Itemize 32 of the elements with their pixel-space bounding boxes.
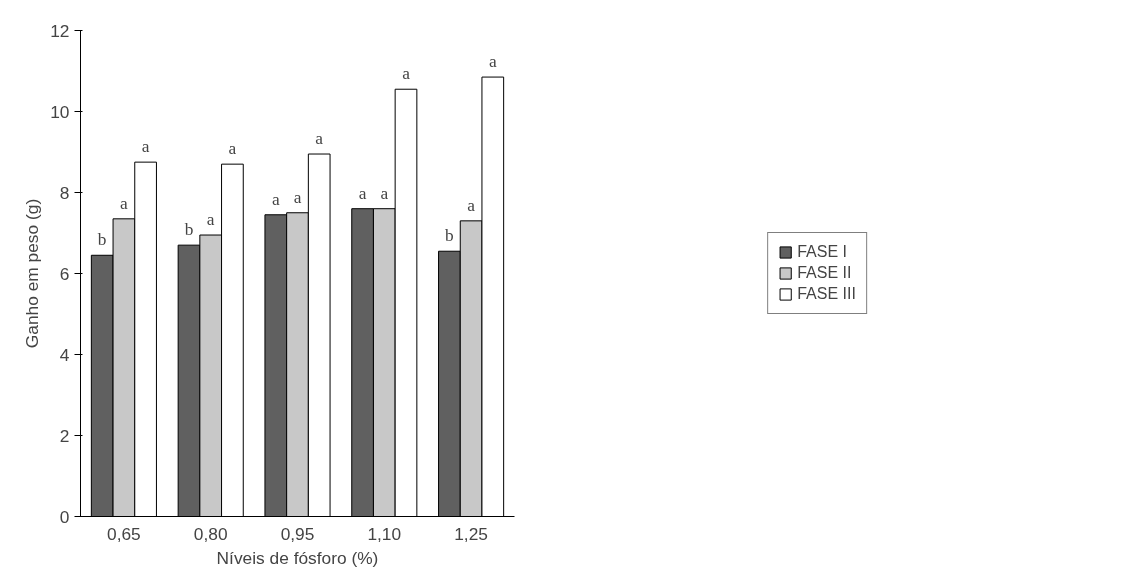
data-label: a (228, 139, 237, 159)
y-tick-label: 6 (59, 263, 70, 284)
y-tick-label: 12 (50, 20, 70, 41)
data-label: b (97, 230, 107, 250)
x-tick-label: 0,80 (193, 523, 228, 544)
data-label: b (184, 220, 194, 240)
data-label: a (206, 210, 215, 230)
y-tick-label: 0 (59, 506, 70, 527)
x-tick-label: 0,65 (107, 523, 141, 544)
data-label: b (445, 226, 454, 246)
legend-label: FASE III (797, 285, 856, 303)
data-label: a (271, 189, 280, 209)
x-tick-label: 1,25 (454, 523, 488, 544)
legend-label: FASE II (797, 264, 852, 282)
legend-label: FASE I (797, 243, 847, 261)
y-axis-title: Ganho em peso (g) (22, 198, 43, 349)
data-label: a (488, 52, 497, 72)
data-label: a (141, 137, 150, 157)
y-tick-label: 8 (59, 182, 70, 203)
data-label: a (402, 64, 411, 84)
data-label: a (120, 193, 129, 213)
data-label: a (380, 183, 389, 203)
x-axis-title: Níveis de fósforo (%) (216, 547, 379, 568)
x-tick-label: 0,95 (280, 523, 315, 544)
y-tick-label: 2 (59, 425, 70, 446)
data-label: a (358, 183, 367, 203)
x-tick-label: 1,10 (367, 523, 402, 544)
y-tick-label: 10 (50, 101, 70, 122)
y-tick-label: 4 (59, 344, 70, 365)
data-label: a (293, 187, 302, 207)
data-label: a (315, 129, 324, 149)
data-label: a (467, 195, 476, 215)
